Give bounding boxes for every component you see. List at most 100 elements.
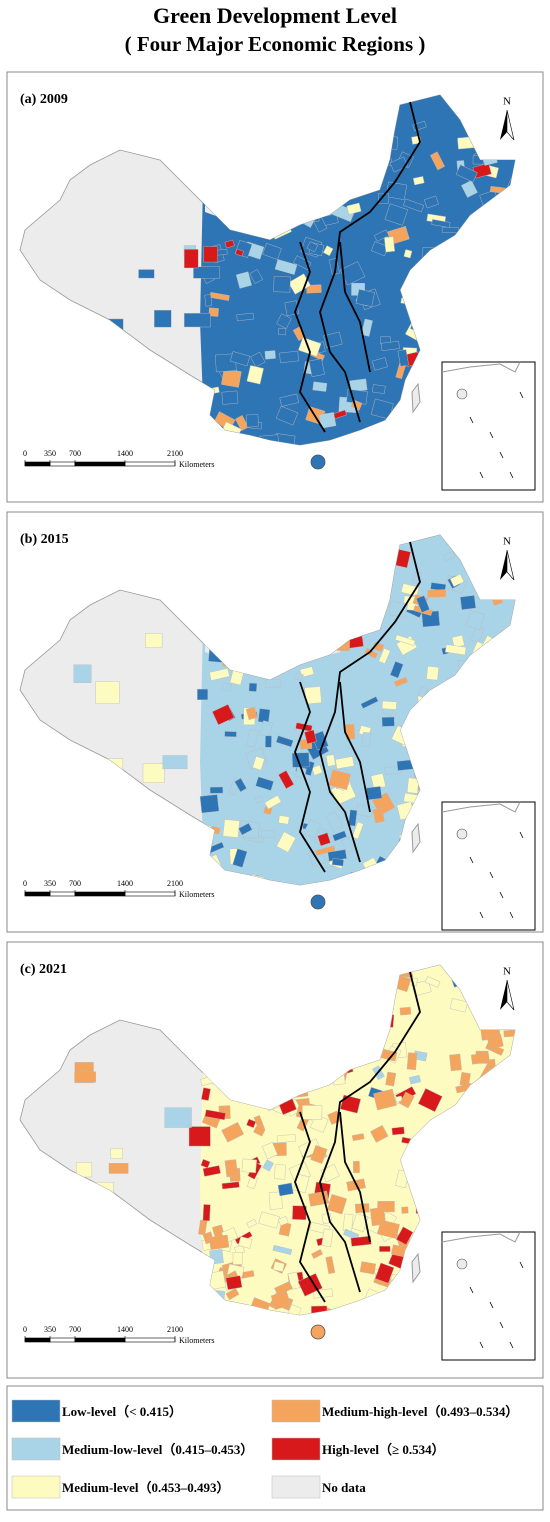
inset-coast xyxy=(441,361,521,373)
prefecture xyxy=(232,1252,243,1265)
inset-frame xyxy=(441,1231,536,1361)
prefecture xyxy=(332,830,347,842)
prefecture xyxy=(449,1053,462,1072)
prefecture xyxy=(294,672,304,681)
prefecture xyxy=(395,1226,414,1246)
prefecture xyxy=(235,415,249,432)
region-border xyxy=(294,681,326,873)
prefecture xyxy=(164,1107,192,1128)
prefecture xyxy=(238,1236,253,1249)
legend-swatch xyxy=(271,1475,321,1499)
prefecture xyxy=(374,229,390,242)
prefecture xyxy=(401,1206,409,1214)
prefecture xyxy=(470,1052,490,1065)
prefecture xyxy=(264,350,276,360)
prefecture xyxy=(145,633,163,648)
prefecture xyxy=(378,647,391,665)
inset-dash xyxy=(499,451,504,459)
prefecture xyxy=(328,769,352,790)
scale-tick-label: 350 xyxy=(44,1325,56,1334)
prefecture xyxy=(399,1006,412,1016)
prefecture xyxy=(379,1246,391,1252)
title: Green Development Level xyxy=(153,3,397,28)
prefecture xyxy=(395,1095,403,1103)
prefecture xyxy=(351,1133,365,1142)
prefecture xyxy=(431,219,451,228)
prefecture xyxy=(461,180,478,198)
inset-island xyxy=(456,388,468,400)
prefecture xyxy=(277,1216,289,1226)
legend-label: Medium-high-level（0.493–0.534） xyxy=(322,1404,518,1419)
prefecture xyxy=(235,248,244,257)
scale-unit: Kilometers xyxy=(179,890,215,899)
north-arrow xyxy=(506,109,515,141)
prefecture xyxy=(372,807,385,824)
prefecture xyxy=(245,706,258,720)
scale-tick-label: 1400 xyxy=(117,1325,133,1334)
scale-tick-label: 2100 xyxy=(167,449,183,458)
north-arrow xyxy=(500,550,507,580)
scale-segment xyxy=(74,891,126,897)
prefecture xyxy=(360,696,379,709)
prefecture xyxy=(209,668,230,681)
north-label: N xyxy=(503,96,511,108)
map-panel: (a) 2009 N 0 350 700 1400 2100 Kilometers xyxy=(6,71,544,503)
prefecture xyxy=(426,665,439,681)
prefecture xyxy=(110,1148,123,1159)
prefecture xyxy=(274,1164,286,1180)
prefecture xyxy=(74,1071,97,1083)
scale-segment xyxy=(74,1337,126,1343)
prefecture xyxy=(406,1052,418,1071)
prefecture xyxy=(246,365,264,385)
prefecture xyxy=(234,777,247,793)
prefecture xyxy=(274,259,298,275)
prefecture xyxy=(274,1281,293,1296)
prefecture xyxy=(293,255,312,271)
legend-label: Low-level（< 0.415） xyxy=(62,1404,182,1419)
map-panel: (b) 2015 N 0 350 700 1400 2100 Kilometers xyxy=(6,511,544,933)
prefecture xyxy=(142,763,165,783)
prefecture xyxy=(449,573,465,587)
prefecture xyxy=(208,307,219,317)
prefecture xyxy=(370,1124,389,1143)
scale-segment xyxy=(49,891,76,897)
prefecture xyxy=(380,340,400,351)
prefecture xyxy=(200,1158,211,1169)
prefecture xyxy=(225,1287,240,1301)
prefecture xyxy=(249,269,263,284)
prefecture xyxy=(393,676,409,687)
prefecture xyxy=(199,794,220,814)
prefecture xyxy=(395,634,416,646)
prefecture xyxy=(331,858,344,867)
inset-dash xyxy=(509,1341,514,1349)
prefecture xyxy=(279,393,299,407)
scale-segment xyxy=(24,461,51,467)
prefecture xyxy=(224,239,235,249)
prefecture xyxy=(224,731,237,738)
prefecture xyxy=(253,1125,266,1137)
prefecture xyxy=(229,351,251,367)
scale-segment xyxy=(124,1337,176,1343)
prefecture xyxy=(298,337,322,357)
prefecture xyxy=(361,318,373,337)
prefecture xyxy=(273,276,291,293)
prefecture xyxy=(381,700,397,710)
scale-segment xyxy=(74,461,126,467)
prefecture xyxy=(95,681,120,704)
prefecture xyxy=(389,156,408,173)
prefecture xyxy=(204,1109,226,1121)
prefecture xyxy=(385,181,408,200)
north-label: N xyxy=(503,536,511,548)
prefecture xyxy=(364,647,378,659)
inset-dash xyxy=(519,391,524,399)
prefecture xyxy=(246,1118,257,1129)
inset-island xyxy=(456,1258,468,1270)
prefecture xyxy=(340,1094,361,1114)
legend-swatch xyxy=(271,1437,321,1461)
prefecture xyxy=(260,830,275,839)
hainan xyxy=(310,1324,326,1340)
prefecture xyxy=(183,313,211,328)
scale-segment xyxy=(124,891,176,897)
prefecture xyxy=(341,836,356,854)
prefecture xyxy=(311,1249,324,1259)
